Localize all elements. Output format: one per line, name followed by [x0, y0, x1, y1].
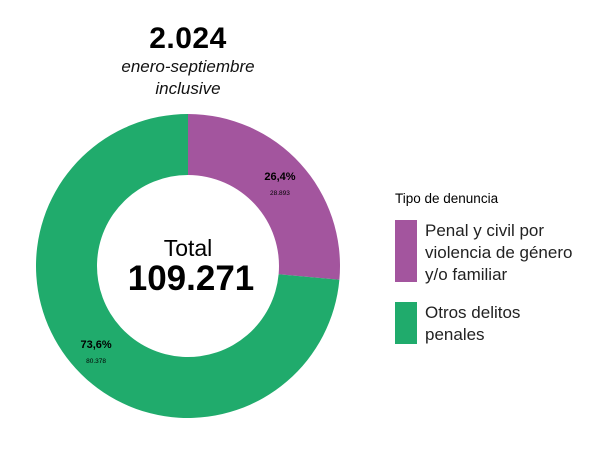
- period-subtitle-line1: enero-septiembre: [121, 57, 255, 76]
- slice-percent-label: 26,4%: [264, 171, 295, 183]
- year-title: 2.024: [149, 22, 227, 55]
- center-total-label: Total: [164, 235, 213, 261]
- donut-slices: [36, 114, 340, 419]
- legend-swatch-violencia: [395, 220, 417, 282]
- legend-label-line: violencia de género: [425, 243, 573, 262]
- slice-value-label: 28.893: [270, 190, 290, 197]
- center-total-value: 109.271: [128, 259, 255, 298]
- slice-value-label: 80.378: [86, 358, 106, 365]
- legend-item-violencia: Penal y civil por violencia de género y/…: [395, 220, 572, 286]
- legend-swatch-otros: [395, 302, 417, 344]
- legend-label-line: Penal y civil por: [425, 221, 545, 240]
- slice-percent-label: 73,6%: [80, 339, 111, 351]
- legend-label-otros: Otros delitos penales: [425, 302, 520, 346]
- legend-label-line: y/o familiar: [425, 265, 508, 284]
- slice-labels: 26,4% 28.893 73,6% 80.378: [80, 171, 295, 365]
- legend-title: Tipo de denuncia: [395, 191, 499, 206]
- legend-label-line: penales: [425, 325, 485, 344]
- donut-slice-0: [188, 114, 340, 280]
- legend-item-otros: Otros delitos penales: [395, 302, 520, 346]
- period-subtitle-line2: inclusive: [155, 79, 221, 98]
- donut-slice-1: [36, 114, 340, 419]
- legend-label-line: Otros delitos: [425, 303, 521, 322]
- legend-label-violencia: Penal y civil por violencia de género y/…: [425, 220, 572, 286]
